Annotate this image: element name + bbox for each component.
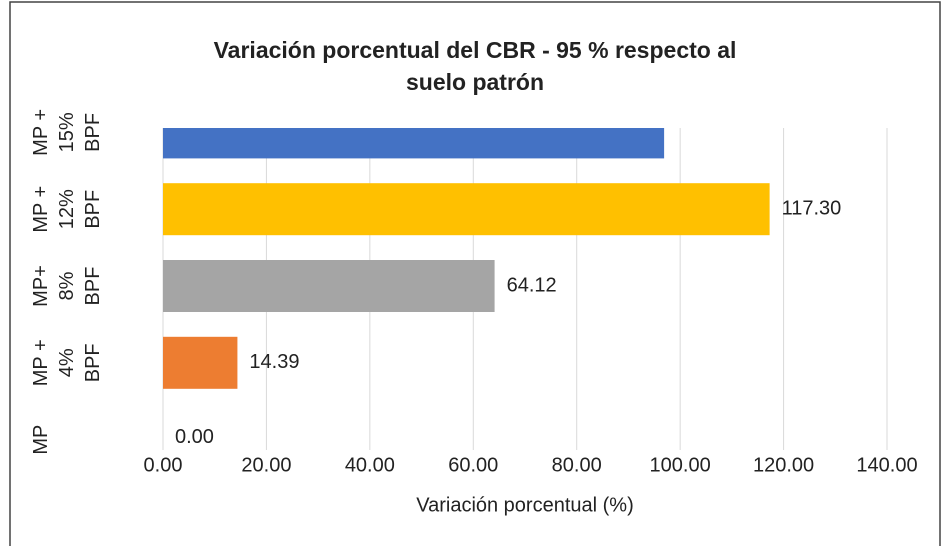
- x-tick-label: 40.00: [345, 454, 395, 476]
- y-tick-label: MP +15% BPF: [30, 109, 104, 156]
- x-tick-label: 0.00: [144, 454, 183, 476]
- y-tick-label: MP +4% BPF: [30, 339, 104, 386]
- x-tick-label: 120.00: [753, 454, 814, 476]
- data-label: 0.00: [175, 426, 214, 448]
- x-tick-label: 140.00: [856, 454, 917, 476]
- title-backing: [150, 28, 810, 128]
- x-tick-label: 20.00: [241, 454, 291, 476]
- chart-title: suelo patrón: [406, 69, 544, 95]
- bar: [163, 183, 770, 236]
- chart-title: Variación porcentual del CBR - 95 % resp…: [214, 37, 737, 63]
- y-tick-label: MP+ 8% BPF: [30, 265, 104, 307]
- data-label: 14.39: [249, 351, 299, 373]
- data-label: 117.30: [782, 197, 842, 219]
- x-axis-title: Variación porcentual (%): [416, 494, 634, 516]
- x-tick-label: 100.00: [650, 454, 711, 476]
- y-tick-label: MP +12% BPF: [30, 186, 104, 233]
- y-tick-label: MP: [30, 425, 52, 455]
- data-label: 64.12: [507, 274, 557, 296]
- x-tick-label: 80.00: [552, 454, 602, 476]
- bar: [163, 260, 495, 312]
- bar: [163, 336, 238, 389]
- x-tick-label: 60.00: [448, 454, 498, 476]
